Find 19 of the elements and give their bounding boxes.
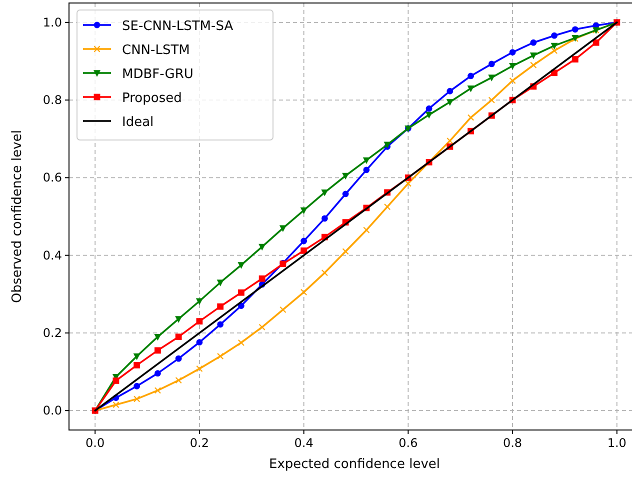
legend-label: Ideal bbox=[122, 115, 154, 130]
x-tick-label: 0.8 bbox=[503, 436, 522, 450]
legend-label: Proposed bbox=[122, 91, 182, 106]
x-tick-label: 0.4 bbox=[294, 436, 314, 450]
x-tick-label: 1.0 bbox=[607, 436, 626, 450]
y-tick-label: 0.2 bbox=[42, 326, 62, 340]
legend-label: MDBF-GRU bbox=[122, 67, 194, 82]
y-tick-label: 0.4 bbox=[42, 248, 62, 262]
x-tick-label: 0.6 bbox=[398, 436, 418, 450]
x-tick-label: 0.2 bbox=[190, 436, 209, 450]
y-tick-label: 1.0 bbox=[42, 15, 62, 30]
y-tick-label: 0.8 bbox=[42, 93, 62, 108]
legend-label: CNN-LSTM bbox=[122, 43, 190, 58]
y-axis-title: Observed confidence level bbox=[10, 130, 25, 303]
y-tick-label: 0.6 bbox=[42, 170, 62, 185]
y-tick-label: 0.0 bbox=[42, 404, 62, 418]
legend-label: SE-CNN-LSTM-SA bbox=[122, 19, 234, 34]
x-axis-title: Expected confidence level bbox=[269, 457, 440, 472]
x-tick-label: 0.0 bbox=[86, 436, 105, 450]
